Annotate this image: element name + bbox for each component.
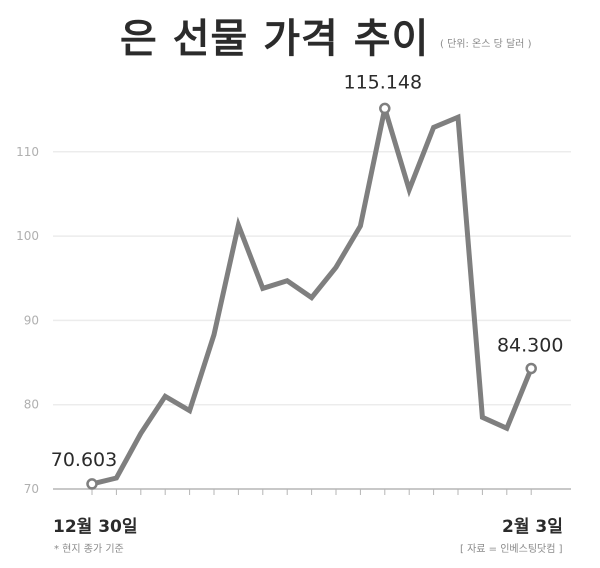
unit-label: ( 단위: 온스 당 달러 ): [440, 39, 532, 50]
y-tick-label: 70: [24, 482, 39, 496]
data-point-marker: [525, 362, 537, 375]
footnote: * 현지 종가 기준: [54, 544, 124, 555]
data-point-marker: [86, 478, 98, 490]
data-point-marker: [379, 102, 391, 115]
y-tick-label: 100: [16, 229, 39, 243]
data-label: 84.300: [497, 334, 563, 356]
y-tick-label: 110: [16, 145, 39, 159]
source-credit: [ 자료 = 인베스팅닷컴 ]: [460, 544, 563, 555]
chart-header: 은 선물 가격 추이 ( 단위: 온스 당 달러 ): [0, 0, 600, 70]
x-start-label: 12월 30일: [53, 517, 138, 537]
x-end-label: 2월 3일: [502, 517, 563, 537]
y-tick-label: 80: [24, 398, 39, 412]
data-label: 115.148: [344, 71, 423, 93]
price-line: [91, 107, 534, 487]
data-label: 70.603: [51, 449, 117, 471]
y-tick-label: 90: [24, 313, 39, 327]
chart-title: 은 선물 가격 추이: [120, 16, 430, 62]
